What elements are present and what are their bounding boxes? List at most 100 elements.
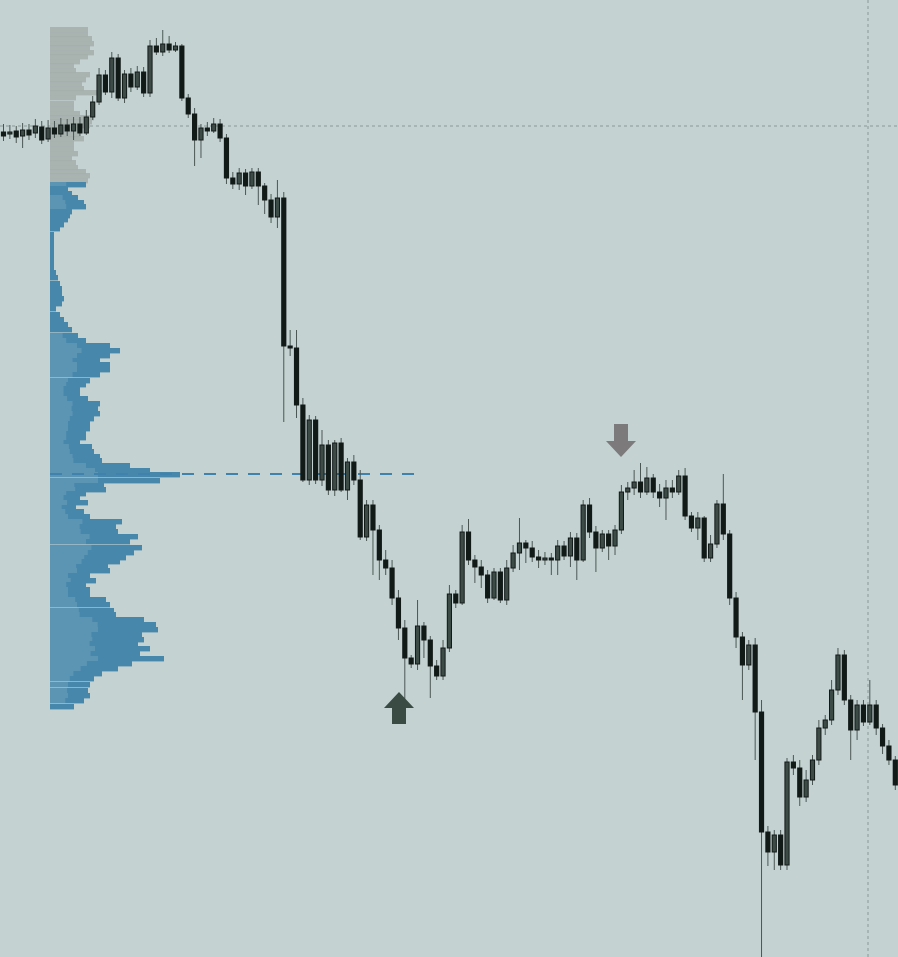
profile-bar-inner-141 xyxy=(50,698,66,704)
profile-bar-132 xyxy=(50,651,140,657)
profile-bar-131 xyxy=(50,646,150,652)
candle-body-100 xyxy=(631,481,637,489)
candle-body-123 xyxy=(778,834,784,866)
profile-bar-42 xyxy=(50,217,68,223)
profile-bar-134 xyxy=(50,661,132,667)
profile-bar-96 xyxy=(50,478,160,484)
candle-body-42 xyxy=(262,185,268,201)
profile-bar-33 xyxy=(50,178,88,184)
profile-bar-108 xyxy=(50,534,138,540)
candle-body-29 xyxy=(179,45,185,99)
profile-bar-inner-96 xyxy=(50,478,98,484)
candle-body-5 xyxy=(26,129,32,136)
profile-bar-65 xyxy=(50,327,72,333)
candle-body-108 xyxy=(682,475,688,517)
profile-bar-120 xyxy=(50,592,90,598)
candle-body-89 xyxy=(561,545,567,557)
candle-body-59 xyxy=(370,504,376,531)
candle-body-66 xyxy=(414,625,421,665)
profile-bar-inner-136 xyxy=(50,671,74,677)
profile-bar-17 xyxy=(50,106,74,112)
candle-body-82 xyxy=(516,542,523,554)
candle-body-7 xyxy=(39,126,45,141)
candle-body-84 xyxy=(529,547,535,558)
profile-bar-inner-130 xyxy=(50,641,90,647)
profile-bar-64 xyxy=(50,322,68,328)
profile-bar-2 xyxy=(50,36,92,42)
profile-bar-118 xyxy=(50,582,86,588)
profile-bar-40 xyxy=(50,209,72,215)
candle-body-126 xyxy=(797,767,803,798)
profile-bar-inner-128 xyxy=(50,632,92,638)
profile-bar-126 xyxy=(50,622,156,628)
profile-bar-95 xyxy=(50,472,180,478)
candle-body-134 xyxy=(848,699,854,731)
profile-bar-inner-79 xyxy=(50,396,68,402)
candle-body-98 xyxy=(618,491,624,531)
candle-body-16 xyxy=(96,74,102,103)
profile-bar-75 xyxy=(50,378,90,384)
profile-bar-68 xyxy=(50,343,110,349)
candle-body-62 xyxy=(389,567,395,599)
candle-body-118 xyxy=(746,644,752,666)
candle-body-101 xyxy=(637,481,644,493)
profile-bar-103 xyxy=(50,509,84,515)
candle-body-24 xyxy=(147,45,153,94)
profile-bar-14 xyxy=(50,90,102,96)
profile-bar-87 xyxy=(50,435,86,441)
profile-bar-inner-70 xyxy=(50,353,77,359)
profile-bar-inner-67 xyxy=(50,338,67,344)
profile-bar-inner-110 xyxy=(50,545,92,551)
profile-bar-61 xyxy=(50,306,56,312)
profile-bar-23 xyxy=(50,132,80,138)
candle-body-110 xyxy=(695,517,701,529)
candle-body-116 xyxy=(733,597,739,638)
profile-bar-inner-92 xyxy=(50,458,74,464)
profile-bar-83 xyxy=(50,416,94,422)
profile-bar-inner-34 xyxy=(50,182,67,188)
profile-bar-19 xyxy=(50,115,94,121)
candle-body-138 xyxy=(873,704,879,729)
candle-body-79 xyxy=(497,571,503,601)
profile-bar-137 xyxy=(50,676,94,682)
profile-bar-inner-66 xyxy=(50,333,63,339)
candle-body-63 xyxy=(395,597,402,629)
profile-bar-inner-81 xyxy=(50,406,72,412)
candle-body-50 xyxy=(313,419,319,481)
candle-body-67 xyxy=(421,625,427,641)
profile-bar-46 xyxy=(50,236,54,242)
candle-body-73 xyxy=(459,531,465,604)
profile-bar-35 xyxy=(50,186,68,192)
candle-body-102 xyxy=(644,477,650,493)
profile-bar-inner-121 xyxy=(50,597,76,603)
profile-bar-inner-125 xyxy=(50,617,93,623)
profile-bar-13 xyxy=(50,86,84,92)
profile-bar-58 xyxy=(50,291,62,297)
candle-body-2 xyxy=(7,131,13,135)
profile-bar-inner-80 xyxy=(50,401,73,407)
profile-bar-112 xyxy=(50,555,126,561)
candle-body-13 xyxy=(77,123,83,134)
profile-bar-63 xyxy=(50,317,64,323)
candle-body-14 xyxy=(83,116,89,134)
candle-body-45 xyxy=(281,197,287,347)
profile-bar-37 xyxy=(50,195,78,201)
candle-body-93 xyxy=(586,504,593,533)
candle-body-96 xyxy=(606,533,612,547)
candle-body-28 xyxy=(172,45,179,51)
candle-body-22 xyxy=(134,71,140,88)
profile-bar-18 xyxy=(50,111,80,117)
profile-bar-39 xyxy=(50,204,86,210)
profile-bar-125 xyxy=(50,617,144,623)
profile-bar-25 xyxy=(50,141,74,147)
profile-bar-inner-69 xyxy=(50,348,82,354)
profile-bar-50 xyxy=(50,253,54,259)
candle-body-1 xyxy=(0,131,7,137)
profile-bar-inner-101 xyxy=(50,500,68,506)
candle-body-81 xyxy=(510,552,516,569)
profile-bar-69 xyxy=(50,348,120,354)
profile-bar-20 xyxy=(50,119,92,125)
profile-bar-inner-75 xyxy=(50,378,68,384)
